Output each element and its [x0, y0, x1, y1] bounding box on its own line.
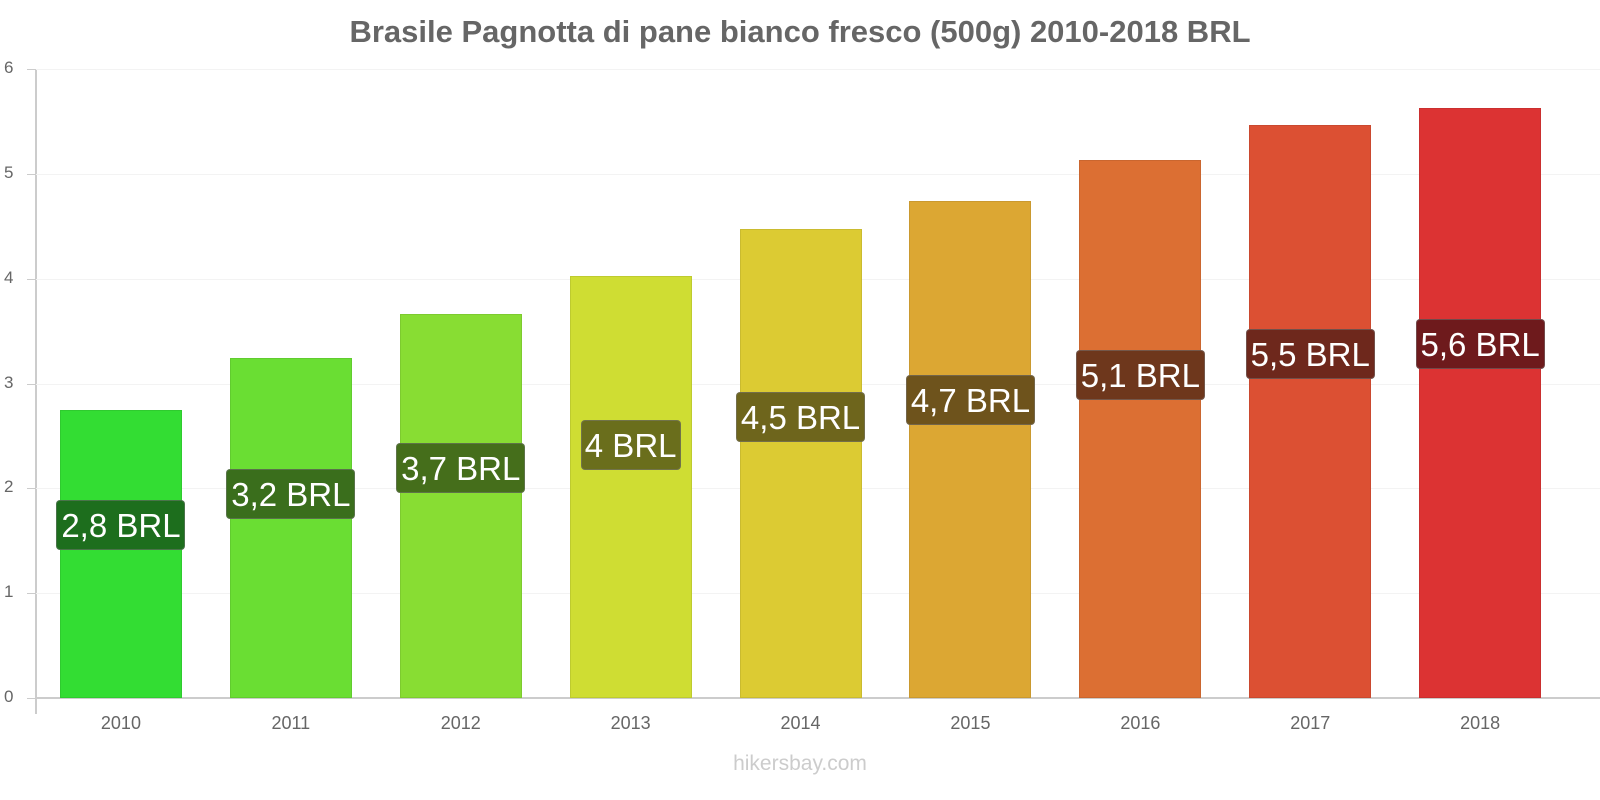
y-tick-label: 1	[4, 582, 14, 601]
y-tick-mark	[27, 174, 36, 175]
bar-2010[interactable]	[59, 409, 182, 698]
watermark: hikersbay.com	[733, 752, 867, 775]
bar-2017[interactable]	[1249, 124, 1372, 698]
y-tick-label: 4	[4, 268, 14, 287]
bar-value-label: 2,8 BRL	[56, 500, 186, 551]
y-tick-label: 2	[4, 477, 14, 496]
bar-2015[interactable]	[909, 201, 1032, 698]
y-tick-mark	[27, 593, 36, 594]
y-tick-mark	[27, 279, 36, 280]
y-tick-mark	[27, 384, 36, 385]
bar-value-label: 5,1 BRL	[1075, 350, 1205, 401]
bar-value-label: 5,5 BRL	[1245, 328, 1375, 379]
bar-value-label: 3,2 BRL	[226, 469, 356, 520]
x-tick-label: 2018	[1460, 713, 1501, 733]
x-tick-label: 2015	[950, 713, 991, 733]
bar-value-label: 3,7 BRL	[396, 442, 526, 493]
y-tick-label: 0	[4, 687, 14, 706]
y-tick-label: 6	[4, 58, 14, 77]
x-tick-label: 2016	[1120, 713, 1161, 733]
y-tick-label: 3	[4, 373, 14, 392]
gridline	[36, 69, 1600, 70]
y-tick-mark	[27, 698, 36, 699]
bar-2012[interactable]	[399, 314, 522, 698]
bar-value-label: 4 BRL	[580, 419, 681, 470]
bar-2011[interactable]	[229, 358, 352, 698]
x-axis-line	[35, 697, 1600, 699]
gridline	[36, 174, 1600, 175]
bar-2018[interactable]	[1419, 107, 1542, 698]
x-tick-label: 2013	[610, 713, 651, 733]
bar-2016[interactable]	[1079, 160, 1202, 698]
bar-2014[interactable]	[739, 229, 862, 698]
x-tick-label: 2017	[1290, 713, 1331, 733]
x-tick-label: 2011	[271, 713, 311, 733]
x-tick-label: 2012	[440, 713, 481, 733]
y-axis-line	[35, 69, 37, 714]
y-tick-mark	[27, 488, 36, 489]
chart-title: Brasile Pagnotta di pane bianco fresco (…	[349, 14, 1251, 49]
x-tick-label: 2014	[780, 713, 821, 733]
bar-value-label: 5,6 BRL	[1415, 318, 1545, 369]
bar-value-label: 4,5 BRL	[736, 391, 866, 442]
bar-2013[interactable]	[569, 275, 692, 698]
y-tick-mark	[27, 69, 36, 70]
y-tick-label: 5	[4, 163, 14, 182]
x-tick-label: 2010	[100, 713, 141, 733]
bar-value-label: 4,7 BRL	[905, 374, 1035, 425]
